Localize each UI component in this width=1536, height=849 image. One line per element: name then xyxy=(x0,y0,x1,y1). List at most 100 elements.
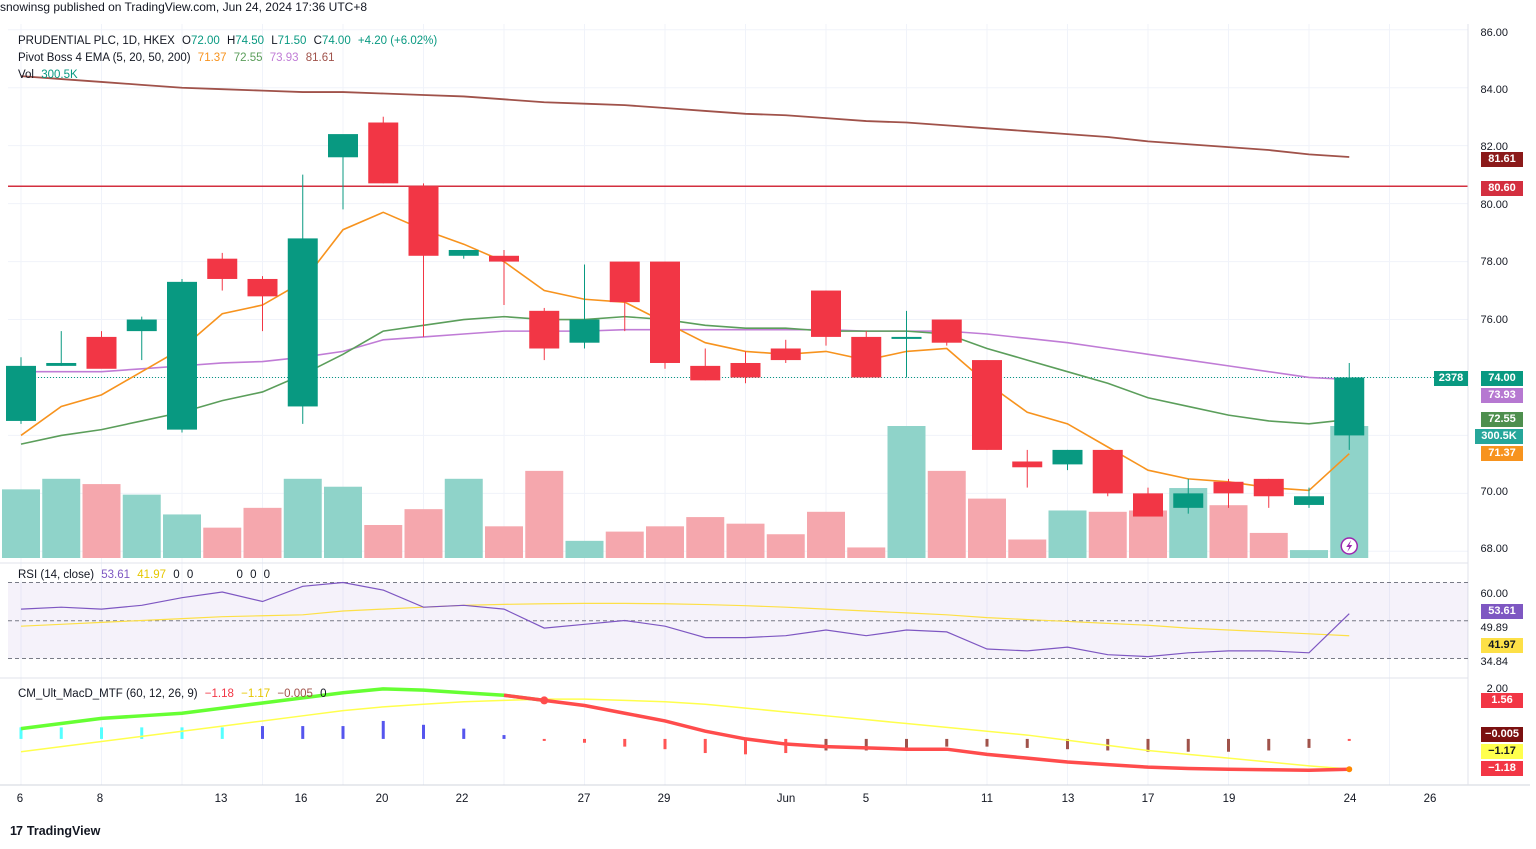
tradingview-brand: TradingView xyxy=(26,824,101,838)
macd-histogram-bar xyxy=(824,738,828,751)
change-value: +4.20 (+6.02%) xyxy=(357,35,438,47)
macd-histogram-bar xyxy=(462,728,466,739)
macd-legend[interactable]: CM_Ult_MacD_MTF (60, 12, 26, 9) −1.18 −1… xyxy=(18,688,331,700)
macd-histogram-bar xyxy=(542,738,546,741)
volume-bar xyxy=(122,494,161,558)
candle-body xyxy=(448,249,479,256)
tradingview-footer[interactable]: 17 TradingView xyxy=(10,824,100,838)
candle-body xyxy=(368,122,399,184)
candle-body xyxy=(1173,493,1204,508)
macd-top-tag: 1.56 xyxy=(1481,693,1523,708)
ema-indicator-name: Pivot Boss 4 EMA (5, 20, 50, 200) xyxy=(18,52,191,64)
date-tick: 27 xyxy=(577,793,591,805)
volume-bar xyxy=(324,486,362,558)
open-value: 72.00 xyxy=(190,35,220,47)
volume-bar xyxy=(203,527,242,558)
macd-histogram-bar xyxy=(180,727,184,739)
ema-legend[interactable]: Pivot Boss 4 EMA (5, 20, 50, 200) 71.37 … xyxy=(18,52,339,64)
high-value: 74.50 xyxy=(235,35,265,47)
close-value: 74.00 xyxy=(321,35,351,47)
candle-body xyxy=(569,319,600,343)
rsi-line xyxy=(20,581,1350,658)
candle-body xyxy=(1133,493,1163,517)
macd-histogram-bar xyxy=(1146,738,1150,752)
candle-body xyxy=(690,365,721,381)
ema50-price-tag: 73.93 xyxy=(1481,388,1523,403)
volume-bar xyxy=(364,525,403,558)
candle-body xyxy=(529,310,560,349)
ema50-line xyxy=(21,328,1350,381)
candle-body xyxy=(931,319,962,343)
rsi-ma-value: 41.97 xyxy=(137,569,167,581)
volume-bar xyxy=(927,470,966,558)
ema5-price-tag: 71.37 xyxy=(1481,446,1523,461)
volume-bar xyxy=(1129,510,1167,558)
rsi-ma-line xyxy=(20,602,1350,637)
macd-cross-dot xyxy=(540,696,549,705)
candle-body xyxy=(891,336,922,339)
volume-bar xyxy=(766,534,805,558)
macd-zero: 0 xyxy=(320,688,327,700)
macd-histogram-bar xyxy=(864,738,868,751)
rsi-tick: 49.89 xyxy=(1480,622,1508,634)
price-tick: 84.00 xyxy=(1480,84,1508,96)
candle-body xyxy=(46,362,77,366)
volume-bar xyxy=(686,517,725,558)
candle-body xyxy=(770,348,801,361)
rsi-price-tag: 53.61 xyxy=(1481,604,1523,619)
ema200-line xyxy=(20,75,1350,158)
candle-body xyxy=(167,281,197,430)
date-tick: 6 xyxy=(16,793,24,805)
macd-line-falling xyxy=(503,693,1350,772)
macd-histogram-bar xyxy=(301,726,305,739)
volume-bar xyxy=(82,484,121,558)
date-tick: 13 xyxy=(1061,793,1075,805)
candle-body xyxy=(247,278,278,297)
macd-histogram-bar xyxy=(744,738,747,755)
rsi-zero-5: 0 xyxy=(263,569,271,581)
volume-bar xyxy=(565,540,604,558)
date-tick: 8 xyxy=(96,793,104,805)
candle-body xyxy=(207,258,238,279)
publisher-credit: snowinsg published on TradingView.com, J… xyxy=(0,0,368,14)
volume-legend[interactable]: Vol 300.5K xyxy=(18,69,82,81)
macd-histogram-bar xyxy=(59,727,63,739)
volume-bar xyxy=(1290,550,1328,558)
macd-histogram-bar xyxy=(341,726,345,739)
rsi-legend[interactable]: RSI (14, close) 53.61 41.97 0 0 0 0 0 xyxy=(18,569,274,581)
candle-body xyxy=(609,261,640,303)
macd-histogram-bar xyxy=(1066,738,1069,750)
price-tick: 68.00 xyxy=(1480,543,1508,555)
macd-value: −1.18 xyxy=(204,688,234,700)
date-tick: 22 xyxy=(455,793,469,805)
macd-hist-tag: −0.005 xyxy=(1481,727,1523,742)
rsi-zero-1: 0 xyxy=(173,569,180,581)
volume-bar xyxy=(968,498,1006,558)
macd-histogram-bar xyxy=(19,727,23,739)
volume-bar xyxy=(42,478,81,558)
date-tick: 26 xyxy=(1423,793,1437,805)
candle-body xyxy=(972,360,1002,450)
macd-value-tag: −1.18 xyxy=(1481,761,1523,776)
rsi-zero-3: 0 xyxy=(236,569,243,581)
volume-bar xyxy=(1008,539,1047,558)
macd-histogram-bar xyxy=(784,738,788,754)
vol-value: 300.5K xyxy=(41,69,78,81)
ema20-price-tag: 72.55 xyxy=(1481,412,1523,427)
macd-histogram-bar xyxy=(100,727,103,739)
close-price-tag: 74.00 xyxy=(1481,371,1523,386)
candle-body xyxy=(287,238,318,407)
volume-bar xyxy=(1088,511,1127,558)
candle-body xyxy=(328,134,358,158)
macd-histogram-bar xyxy=(140,727,144,739)
rsi-zero-2: 0 xyxy=(186,569,194,581)
macd-histogram-bar xyxy=(422,724,425,739)
hline-price-tag[interactable]: 80.60 xyxy=(1481,181,1523,196)
vol-indicator-name: Vol xyxy=(18,69,34,81)
date-tick: 24 xyxy=(1343,793,1357,805)
ema20-line xyxy=(20,315,1350,445)
volume-bar xyxy=(847,547,886,558)
candle-body xyxy=(86,336,117,369)
candle-body xyxy=(408,186,439,256)
